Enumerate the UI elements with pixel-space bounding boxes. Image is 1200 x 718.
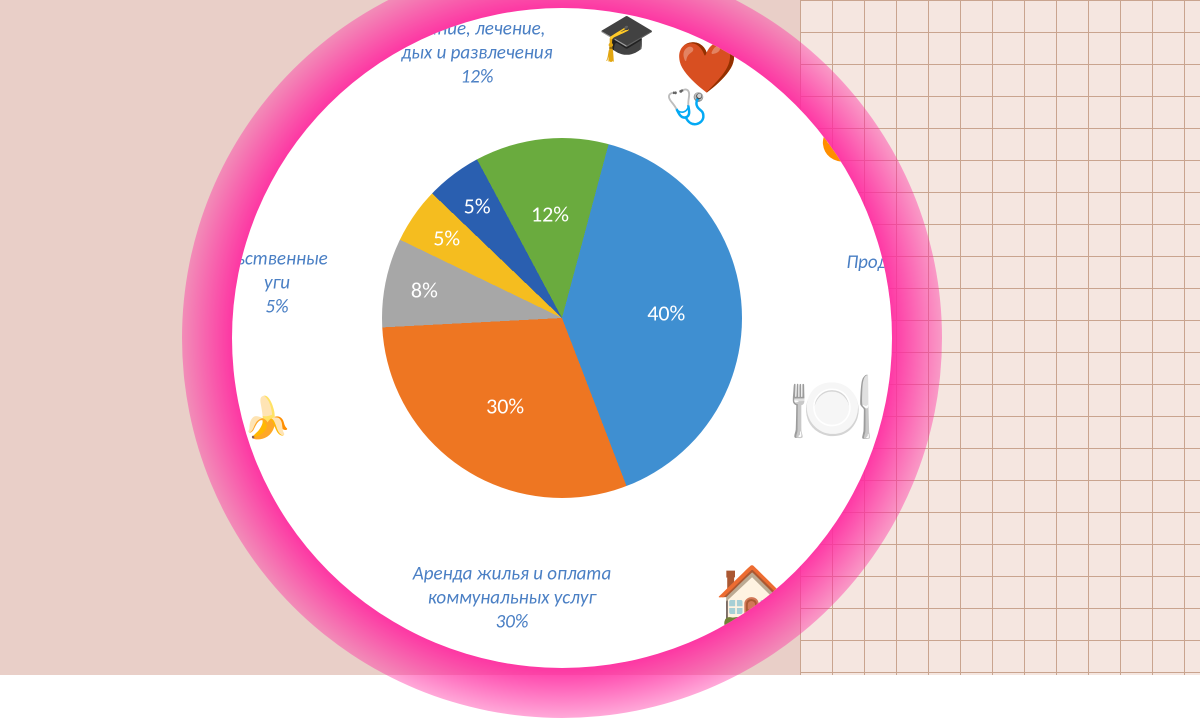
graduation-cap-icon: 🎓 [598,10,655,66]
category-label-food: Прод [846,251,887,275]
stethoscope-icon: 🩺 [666,88,708,129]
meal-plate-icon: 🍽️ [788,365,875,451]
category-label-rent: Аренда жилья и оплатакоммунальных услуг3… [413,562,611,633]
food-basket-icon: 🍊 [820,111,875,165]
banana-icon: 🍌 [242,394,292,443]
chart-circle: 40% 30% 8% 5% 5% 12% ование, лечение,дых… [232,8,892,668]
pie-graphic [382,138,742,498]
category-label-edu-health: ование, лечение,дых и развлечения12% [401,17,552,88]
category-label-government: льственныеуги5% [232,247,328,318]
category-label-transport: орт [245,526,280,550]
pie-chart [382,138,742,498]
key-icon: 🔑 [773,600,810,637]
